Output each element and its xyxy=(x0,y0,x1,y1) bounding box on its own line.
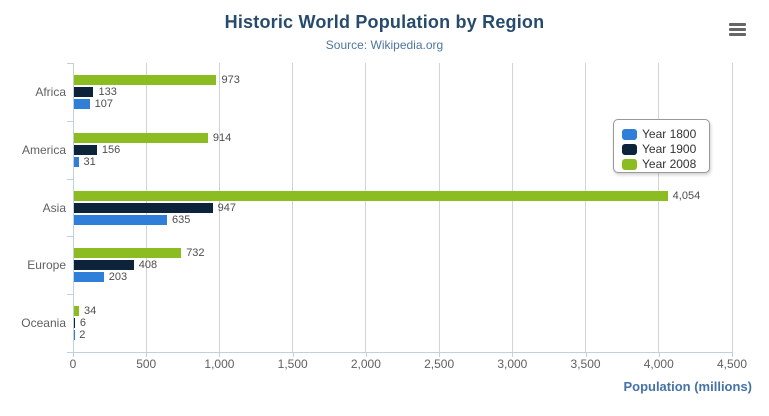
legend-item-year-1800[interactable]: Year 1800 xyxy=(622,127,709,142)
x-axis-tick xyxy=(73,353,74,357)
x-axis-tick-label: 0 xyxy=(69,357,77,371)
category-label: America xyxy=(21,142,66,157)
x-axis-tick-label: 3,500 xyxy=(570,357,601,371)
x-axis-tick-label: 4,000 xyxy=(643,357,674,371)
bar-year-1900-asia[interactable] xyxy=(74,202,213,213)
x-axis-tick-label: 1,000 xyxy=(204,357,235,371)
bar-year-2008-america[interactable] xyxy=(74,132,208,143)
bar-value-label: 107 xyxy=(94,98,114,110)
hamburger-icon xyxy=(729,27,746,31)
legend-item-year-2008[interactable]: Year 2008 xyxy=(622,157,709,172)
gridline xyxy=(658,63,660,352)
bar-year-1900-america[interactable] xyxy=(74,144,97,155)
bar-year-1900-africa[interactable] xyxy=(74,87,94,97)
legend-swatch-icon xyxy=(622,159,637,170)
bar-year-2008-oceania[interactable] xyxy=(74,306,79,317)
bar-year-1900-oceania[interactable] xyxy=(74,318,75,329)
bar-value-label: 6 xyxy=(79,317,86,330)
x-axis-tick xyxy=(365,353,367,357)
gridline xyxy=(731,63,733,352)
bar-value-label: 34 xyxy=(83,305,97,318)
bar-year-1900-europe[interactable] xyxy=(74,260,134,271)
x-axis-tick xyxy=(439,353,441,357)
x-axis-tick xyxy=(585,353,587,357)
category-label: Europe xyxy=(27,258,66,273)
bar-year-1800-europe[interactable] xyxy=(74,272,104,283)
x-axis-tick-label: 2,000 xyxy=(350,357,381,371)
x-axis-tick-label: 4,500 xyxy=(716,357,748,371)
hamburger-icon xyxy=(729,22,746,26)
gridline xyxy=(365,63,367,352)
legend-swatch-icon xyxy=(622,129,637,140)
gridline xyxy=(218,63,220,352)
bar-year-2008-europe[interactable] xyxy=(74,248,182,259)
category-label: Oceania xyxy=(21,316,66,331)
gridline xyxy=(292,63,294,352)
category-label: Africa xyxy=(35,84,66,99)
legend: Year 1800 Year 1900 Year 2008 xyxy=(613,119,710,173)
bar-value-label: 973 xyxy=(221,74,240,86)
bar-value-label: 947 xyxy=(217,201,237,214)
legend-swatch-icon xyxy=(622,144,637,155)
bar-value-label: 914 xyxy=(212,131,232,144)
export-menu-button[interactable] xyxy=(726,20,750,40)
x-axis-title: Population (millions) xyxy=(623,379,752,394)
bar-value-label: 408 xyxy=(138,259,158,272)
category-axis-tick xyxy=(67,178,73,180)
legend-item-label: Year 1800 xyxy=(642,127,697,141)
gridline xyxy=(438,63,440,352)
bar-value-label: 133 xyxy=(98,86,117,98)
bar-value-label: 732 xyxy=(186,247,205,260)
category-axis-tick xyxy=(67,236,73,238)
bar-value-label: 635 xyxy=(171,213,191,226)
gridline xyxy=(511,63,513,352)
x-axis-tick-label: 1,500 xyxy=(277,357,308,371)
x-axis-tick-label: 3,000 xyxy=(497,357,528,371)
category-axis-tick xyxy=(67,294,73,296)
x-axis-tick xyxy=(658,353,660,357)
category-axis-tick xyxy=(67,352,73,353)
legend-item-year-1900[interactable]: Year 1900 xyxy=(622,142,709,157)
x-axis-tick xyxy=(219,353,221,357)
bar-value-label: 156 xyxy=(101,143,121,156)
legend-item-label: Year 2008 xyxy=(642,157,697,171)
x-axis-tick xyxy=(512,353,514,357)
bar-year-1800-asia[interactable] xyxy=(74,214,167,225)
x-axis-tick xyxy=(732,353,733,357)
x-axis-tick xyxy=(146,353,148,357)
chart-title: Historic World Population by Region xyxy=(224,12,545,32)
gridline xyxy=(585,63,587,352)
bar-year-1800-africa[interactable] xyxy=(74,99,90,109)
category-label: Asia xyxy=(42,200,66,215)
bar-value-label: 31 xyxy=(83,155,96,168)
x-axis-tick xyxy=(292,353,294,357)
x-axis-tick-label: 2,500 xyxy=(424,357,455,371)
x-axis-tick-label: 500 xyxy=(136,357,157,371)
value-axis-line xyxy=(73,352,733,353)
bar-year-2008-asia[interactable] xyxy=(74,190,668,201)
bar-value-label: 4,054 xyxy=(672,189,701,202)
chart-subtitle: Source: Wikipedia.org xyxy=(325,38,444,52)
category-axis-tick xyxy=(67,63,73,64)
bar-year-1800-america[interactable] xyxy=(74,156,79,167)
bar-value-label: 2 xyxy=(79,329,86,342)
bar-value-label: 203 xyxy=(108,271,128,284)
hamburger-icon xyxy=(729,32,746,36)
bar-year-2008-africa[interactable] xyxy=(74,75,217,85)
legend-item-label: Year 1900 xyxy=(642,142,697,156)
category-axis-tick xyxy=(67,120,73,122)
category-axis-line xyxy=(73,63,74,352)
